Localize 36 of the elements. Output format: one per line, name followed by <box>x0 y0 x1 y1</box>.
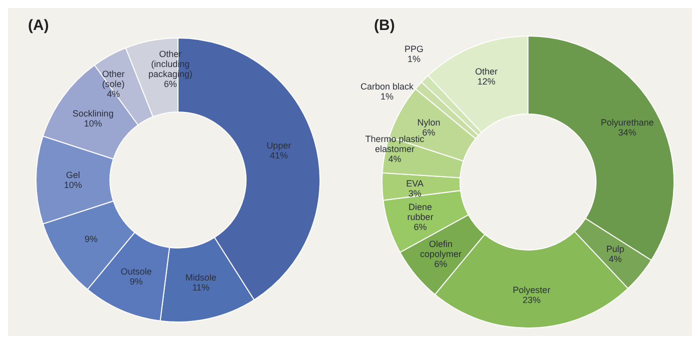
slice-label: Other (sole) <box>102 68 125 89</box>
data-label: 41% <box>270 150 288 161</box>
data-label: 10% <box>64 180 82 190</box>
data-label: 11% <box>192 282 210 292</box>
data-label: 6% <box>414 222 427 232</box>
slice-label: Midsole <box>185 272 216 282</box>
slice-label: Polyester <box>512 285 550 296</box>
slice-label: Socklining <box>72 108 114 118</box>
data-label: 10% <box>84 118 102 128</box>
slice-label: Polyurethane <box>600 117 654 128</box>
slice-label: Pulp <box>606 244 624 254</box>
slice-label: Nylon <box>417 117 440 128</box>
slice-label: Gel <box>66 170 80 180</box>
data-label: 9% <box>130 276 143 286</box>
slice-label: Diene rubber <box>407 202 434 222</box>
data-label: 4% <box>608 254 622 264</box>
data-label: 23% <box>522 295 541 306</box>
slice-label: PPG <box>404 44 424 54</box>
data-label: 1% <box>408 54 421 64</box>
slice-label: Other <box>475 66 498 77</box>
data-label: 4% <box>388 154 402 164</box>
data-label: 3% <box>408 188 422 199</box>
data-label: 34% <box>618 127 636 138</box>
slice-label: Outsole <box>120 266 152 276</box>
slice-label: Olefin copolymer <box>420 239 462 260</box>
chart-title: (A) <box>28 17 49 34</box>
slice-label: EVA <box>406 178 424 189</box>
data-label: 1% <box>380 92 394 102</box>
data-label: 6% <box>422 127 436 138</box>
data-label: 6% <box>434 259 448 270</box>
data-label: 6% <box>164 78 177 89</box>
chart-title: (B) <box>374 17 395 34</box>
data-label: 9% <box>84 234 98 244</box>
slice-label: Upper <box>266 140 292 151</box>
slice-label: Carbon black <box>360 82 414 92</box>
data-label: 12% <box>477 76 496 87</box>
